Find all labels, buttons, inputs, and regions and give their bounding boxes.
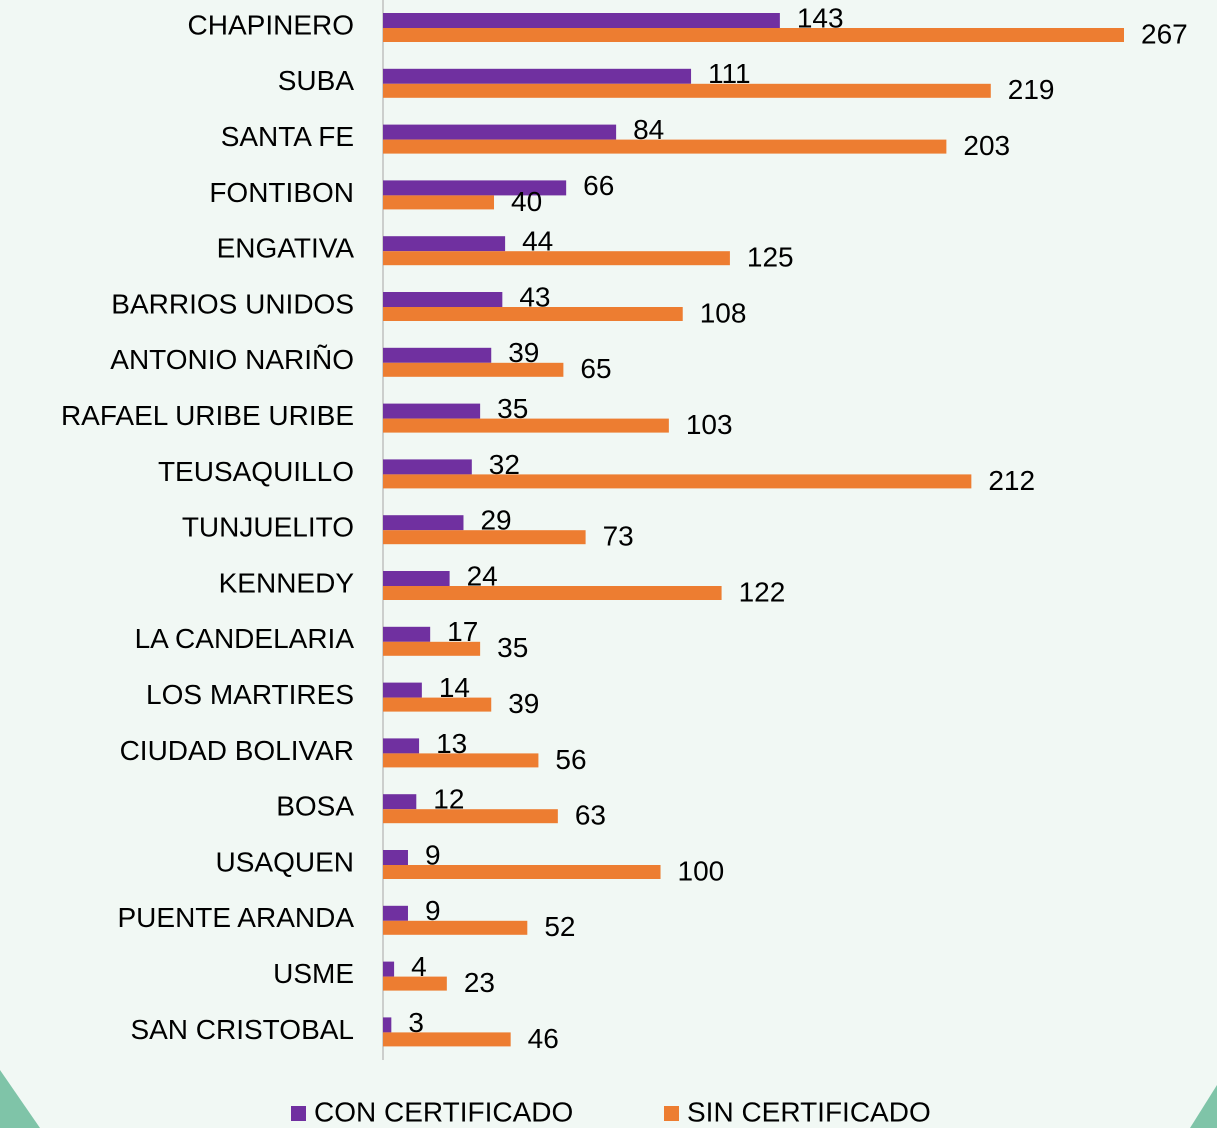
bar <box>383 28 1124 42</box>
bar <box>383 515 464 531</box>
category-label: PUENTE ARANDA <box>118 902 355 933</box>
category-label: TUNJUELITO <box>182 512 354 543</box>
category-label: RAFAEL URIBE URIBE <box>61 400 354 431</box>
bar <box>383 292 503 307</box>
legend-swatch <box>291 1106 306 1121</box>
category-label: USME <box>273 958 354 989</box>
value-label: 203 <box>963 130 1010 161</box>
category-label: SUBA <box>278 65 355 96</box>
bar <box>383 641 481 656</box>
bar <box>383 180 567 196</box>
category-label: ANTONIO NARIÑO <box>110 344 354 375</box>
value-label: 23 <box>464 967 495 998</box>
bar <box>383 905 408 921</box>
bar <box>383 530 586 545</box>
bar <box>383 347 492 363</box>
value-label: 39 <box>508 688 539 719</box>
value-label: 35 <box>497 632 528 663</box>
bar <box>383 236 506 252</box>
category-label: BOSA <box>276 791 354 822</box>
bar <box>383 195 495 210</box>
category-label: ENGATIVA <box>217 233 355 264</box>
bar <box>383 474 972 489</box>
category-label: LOS MARTIRES <box>146 679 354 710</box>
bar <box>383 403 481 419</box>
value-label: 212 <box>988 465 1035 496</box>
bar <box>383 251 730 266</box>
bar <box>383 865 661 879</box>
bar <box>383 738 420 754</box>
value-label: 3 <box>408 1007 424 1038</box>
bar <box>383 809 558 824</box>
bar <box>383 459 472 475</box>
category-label: FONTIBON <box>209 177 354 208</box>
bar <box>383 697 492 712</box>
bar <box>383 850 408 865</box>
bar <box>383 139 947 154</box>
bar <box>383 961 395 977</box>
value-label: 46 <box>528 1023 559 1054</box>
bar <box>383 418 669 433</box>
bar <box>383 1032 511 1047</box>
category-label: SANTA FE <box>221 121 354 152</box>
bar <box>383 571 450 586</box>
value-label: 40 <box>511 186 542 217</box>
bar <box>383 753 539 768</box>
category-label: TEUSAQUILLO <box>158 456 354 487</box>
bar <box>383 626 431 642</box>
corner-decoration <box>1190 1085 1217 1128</box>
bar <box>383 83 991 98</box>
value-label: 65 <box>580 353 611 384</box>
value-label: 100 <box>678 855 725 886</box>
category-label: USAQUEN <box>216 846 354 877</box>
bar <box>383 307 683 321</box>
legend-label: SIN CERTIFICADO <box>687 1096 931 1127</box>
value-label: 73 <box>603 521 634 552</box>
value-label: 219 <box>1008 74 1055 105</box>
value-label: 9 <box>425 895 441 926</box>
value-label: 4 <box>411 951 427 982</box>
category-label: CIUDAD BOLIVAR <box>120 735 354 766</box>
bar <box>383 362 564 377</box>
value-label: 63 <box>575 800 606 831</box>
value-label: 267 <box>1141 18 1188 49</box>
bar <box>383 13 780 28</box>
category-label: SAN CRISTOBAL <box>130 1014 354 1045</box>
value-label: 9 <box>425 839 441 870</box>
value-label: 56 <box>555 744 586 775</box>
value-label: 108 <box>700 297 747 328</box>
value-label: 122 <box>739 576 786 607</box>
bar <box>383 920 528 935</box>
bar <box>383 682 422 698</box>
category-label: CHAPINERO <box>188 9 354 40</box>
value-label: 52 <box>544 911 575 942</box>
category-label: LA CANDELARIA <box>135 623 355 654</box>
bar <box>383 1017 392 1033</box>
bar <box>383 976 447 991</box>
category-label: BARRIOS UNIDOS <box>111 288 354 319</box>
bar <box>383 586 722 600</box>
category-label: KENNEDY <box>219 567 355 598</box>
value-label: 66 <box>583 170 614 201</box>
legend-swatch <box>664 1106 679 1121</box>
bar <box>383 124 617 140</box>
legend-label: CON CERTIFICADO <box>314 1096 573 1127</box>
value-label: 103 <box>686 409 733 440</box>
bar <box>383 68 692 84</box>
value-label: 125 <box>747 242 794 273</box>
corner-decoration <box>0 1070 40 1128</box>
bar <box>383 794 417 810</box>
